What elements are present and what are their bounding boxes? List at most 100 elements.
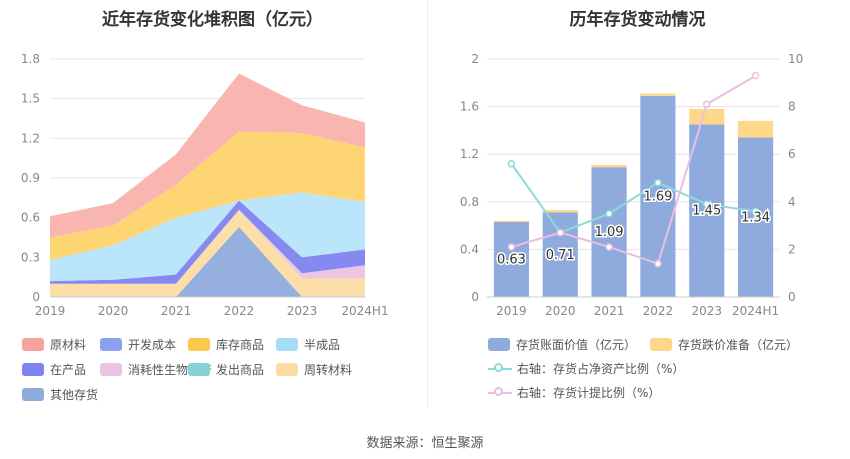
y-tick-label: 1.2 (21, 131, 40, 145)
point-net-asset-ratio (751, 207, 760, 216)
point-net-asset-ratio (507, 159, 516, 168)
inventory-change-chart-title: 历年存货变动情况 (569, 10, 706, 30)
legend-line-marker (488, 362, 512, 375)
x-tick-label: 2021 (594, 304, 625, 318)
legend-swatch (488, 338, 510, 351)
y-tick-label: 1.2 (460, 147, 479, 161)
y-tick-label: 0.9 (21, 171, 40, 185)
legend-circle (494, 387, 503, 396)
x-tick-label: 2019 (496, 304, 527, 318)
legend-swatch (22, 388, 44, 401)
y-tick-label: 1.8 (21, 52, 40, 66)
line-net-asset-ratio (510, 163, 756, 234)
bar-impairment (542, 210, 578, 213)
y-tick-label: 0.4 (460, 242, 479, 256)
bar-value-label: 1.45 (692, 204, 721, 219)
bar-book-value (738, 137, 774, 297)
legend-item[interactable]: 存货账面价值（亿元） (488, 336, 636, 353)
y-tick-label: 0.3 (21, 250, 40, 264)
x-tick-label: 2022 (224, 304, 255, 318)
legend-swatch (276, 363, 298, 376)
legend-label: 在产品 (50, 363, 87, 377)
bar-book-value (689, 124, 725, 297)
legend-label: 半成品 (304, 338, 341, 352)
area-series-6 (50, 131, 365, 260)
legend-label: 右轴：存货占净资产比例（%） (517, 362, 685, 376)
area-series-5 (50, 192, 365, 282)
legend-line-marker (488, 386, 512, 399)
y-tick-label: 1.5 (21, 92, 40, 106)
y-tick-label: 0 (471, 290, 479, 304)
legend-item[interactable]: 其他存货 (22, 386, 98, 403)
y2-tick-label: 0 (788, 290, 796, 304)
bar-value-label: 1.34 (741, 210, 770, 225)
legend-label: 开发成本 (128, 338, 177, 352)
y2-tick-label: 4 (788, 195, 796, 209)
legend-item[interactable]: 开发成本 (100, 336, 176, 353)
bar-value-label: 0.63 (497, 253, 526, 268)
legend-label: 原材料 (50, 338, 87, 352)
area-series-4 (50, 200, 365, 284)
area-series-3 (50, 209, 365, 284)
legend-label: 右轴：存货计提比例（%） (517, 386, 661, 400)
x-tick-label: 2019 (35, 304, 66, 318)
y-tick-label: 0 (32, 290, 40, 304)
x-tick-label: 2024H1 (341, 304, 388, 318)
legend-item[interactable]: 在产品 (22, 361, 86, 378)
point-net-asset-ratio (703, 200, 711, 208)
area-series-1 (50, 209, 365, 297)
bar-impairment (493, 220, 529, 223)
legend-item[interactable]: 库存商品 (188, 336, 264, 353)
legend-label: 存货跌价准备（亿元） (678, 338, 799, 352)
bar-value-label: 1.09 (595, 225, 624, 240)
point-provision-ratio (556, 228, 564, 237)
legend-label: 其他存货 (50, 388, 99, 402)
legend-circle (494, 363, 503, 372)
legend-item[interactable]: 存货跌价准备（亿元） (650, 336, 798, 353)
point-provision-ratio (605, 243, 613, 251)
legend-item[interactable]: 原材料 (22, 336, 86, 353)
x-tick-label: 2022 (643, 304, 674, 318)
point-provision-ratio (654, 259, 662, 268)
legend-swatch (22, 363, 44, 376)
legend-label: 周转材料 (304, 363, 353, 377)
point-provision-ratio (507, 243, 516, 251)
y2-tick-label: 10 (788, 52, 803, 66)
panel-divider (427, 0, 428, 408)
bar-book-value (493, 222, 529, 297)
point-provision-ratio (751, 71, 760, 80)
legend-swatch (100, 363, 122, 376)
point-provision-ratio (703, 100, 711, 108)
legend-swatch (276, 338, 298, 351)
y-tick-label: 0.6 (21, 211, 40, 225)
legend-swatch (188, 338, 210, 351)
legend-swatch (188, 363, 210, 376)
bar-book-value (591, 167, 627, 297)
bar-impairment (640, 93, 676, 96)
y2-tick-label: 6 (788, 147, 796, 161)
x-tick-label: 2023 (287, 304, 318, 318)
legend-label: 发出商品 (216, 363, 265, 377)
bar-value-label: 0.71 (546, 248, 575, 263)
y-tick-label: 1.6 (460, 100, 479, 114)
x-tick-label: 2023 (691, 304, 722, 318)
legend-item[interactable]: 周转材料 (276, 361, 352, 378)
point-net-asset-ratio (654, 179, 662, 187)
bar-impairment (738, 120, 774, 138)
legend-label: 库存商品 (216, 338, 265, 352)
legend-item[interactable]: 半成品 (276, 336, 340, 353)
y2-tick-label: 8 (788, 100, 796, 114)
stacked-area-chart-title: 近年存货变化堆积图（亿元） (102, 10, 323, 30)
legend-swatch (650, 338, 672, 351)
legend-item[interactable]: 发出商品 (188, 361, 264, 378)
legend-swatch (22, 338, 44, 351)
bar-impairment (591, 164, 627, 168)
area-series-8 (50, 73, 365, 238)
y2-tick-label: 2 (788, 242, 796, 256)
legend-item[interactable]: 右轴：存货占净资产比例（%） (488, 360, 684, 377)
stacked-area-plot: 0 0.3 0.6 0.9 1.2 1.5 1.8 2019 2020 2021 2022 2023 2… (21, 52, 389, 318)
x-tick-label: 2020 (98, 304, 129, 318)
legend-item[interactable]: 右轴：存货计提比例（%） (488, 384, 660, 401)
x-tick-label: 2024H1 (732, 304, 779, 318)
